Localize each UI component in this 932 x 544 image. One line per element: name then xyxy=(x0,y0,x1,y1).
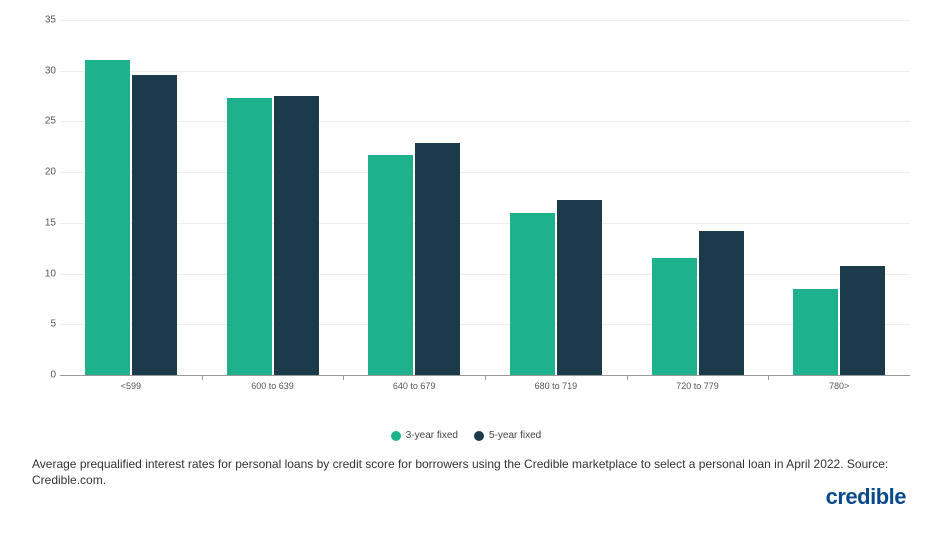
bar xyxy=(652,258,697,375)
x-tick-label: 780> xyxy=(768,375,910,391)
bar-group: 640 to 679 xyxy=(343,20,485,375)
y-tick-label: 25 xyxy=(30,116,56,127)
legend-item: 5-year fixed xyxy=(474,430,541,441)
x-tick-label: 600 to 639 xyxy=(202,375,344,391)
legend: 3-year fixed 5-year fixed xyxy=(0,430,932,444)
x-tick-label: 640 to 679 xyxy=(343,375,485,391)
bar-group: <599 xyxy=(60,20,202,375)
bar xyxy=(557,200,602,375)
chart-area: 05101520253035 <599600 to 639640 to 6796… xyxy=(30,20,910,400)
bar xyxy=(699,231,744,375)
caption-text: Average prequalified interest rates for … xyxy=(32,456,900,490)
brand-text: credible xyxy=(826,484,906,509)
bar xyxy=(793,289,838,375)
y-tick-label: 20 xyxy=(30,167,56,178)
bar-group: 600 to 639 xyxy=(202,20,344,375)
plot-region: <599600 to 639640 to 679680 to 719720 to… xyxy=(60,20,910,376)
x-tick-label: 720 to 779 xyxy=(627,375,769,391)
bar xyxy=(85,60,130,375)
y-tick-label: 10 xyxy=(30,268,56,279)
x-tick-label: <599 xyxy=(60,375,202,391)
y-tick-label: 0 xyxy=(30,370,56,381)
y-tick-label: 35 xyxy=(30,15,56,26)
legend-swatch xyxy=(391,431,401,441)
brand-logo: credible xyxy=(826,484,906,510)
bar xyxy=(227,98,272,375)
x-tick-label: 680 to 719 xyxy=(485,375,627,391)
bar xyxy=(368,155,413,375)
bar xyxy=(510,213,555,375)
bar xyxy=(840,266,885,375)
legend-item: 3-year fixed xyxy=(391,430,458,441)
bar-group: 780> xyxy=(768,20,910,375)
legend-label: 3-year fixed xyxy=(406,430,458,441)
legend-swatch xyxy=(474,431,484,441)
y-tick-label: 15 xyxy=(30,217,56,228)
y-tick-label: 5 xyxy=(30,319,56,330)
bar xyxy=(415,143,460,375)
y-tick-label: 30 xyxy=(30,65,56,76)
bar-group: 680 to 719 xyxy=(485,20,627,375)
bar-group: 720 to 779 xyxy=(627,20,769,375)
bar xyxy=(132,75,177,375)
legend-label: 5-year fixed xyxy=(489,430,541,441)
bar xyxy=(274,96,319,375)
